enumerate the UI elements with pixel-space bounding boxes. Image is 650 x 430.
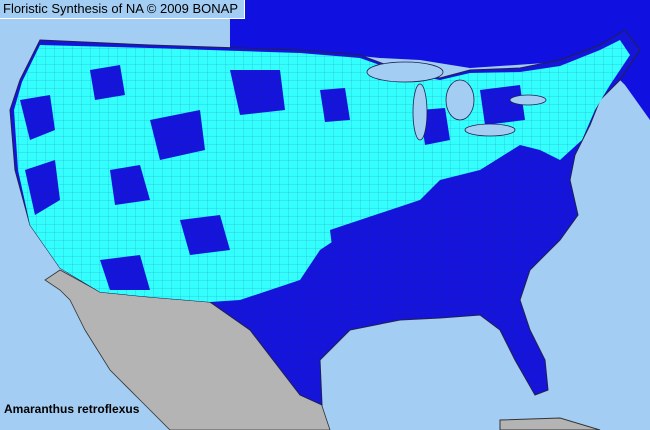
great-lakes	[366, 61, 547, 141]
cuba-region	[499, 417, 601, 430]
species-label: Amaranthus retroflexus	[4, 402, 140, 416]
map-title: Floristic Synthesis of NA © 2009 BONAP	[0, 0, 246, 19]
canada-region	[230, 0, 650, 120]
